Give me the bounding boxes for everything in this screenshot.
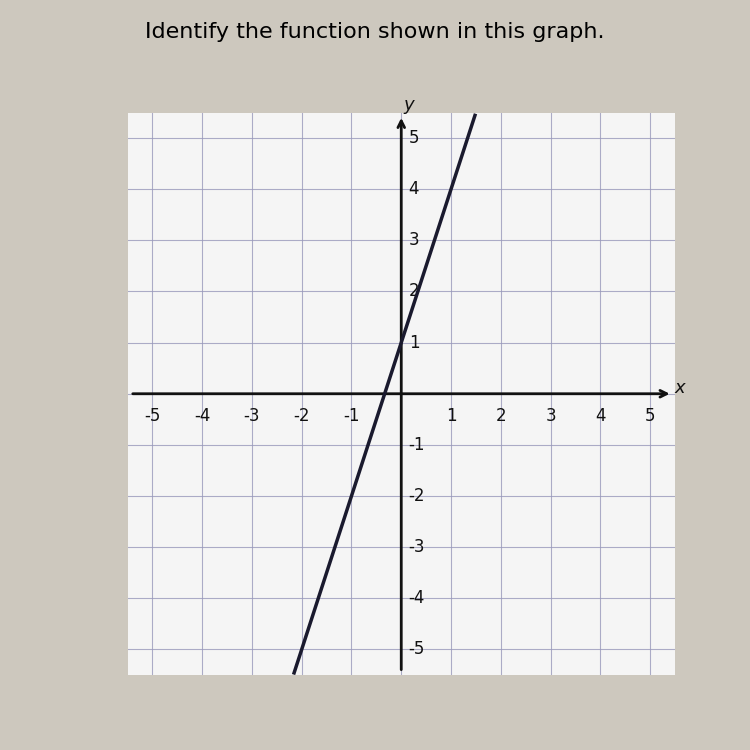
Text: -2: -2 — [409, 487, 425, 505]
Text: 5: 5 — [409, 129, 419, 147]
Text: Identify the function shown in this graph.: Identify the function shown in this grap… — [146, 22, 604, 43]
Text: -3: -3 — [244, 406, 260, 424]
Text: -4: -4 — [409, 590, 425, 608]
Text: 3: 3 — [545, 406, 556, 424]
Text: -3: -3 — [409, 538, 425, 556]
Text: -2: -2 — [293, 406, 310, 424]
Text: 3: 3 — [409, 231, 419, 249]
Text: 5: 5 — [645, 406, 656, 424]
Text: 2: 2 — [496, 406, 506, 424]
Text: x: x — [674, 379, 685, 397]
Text: -5: -5 — [409, 640, 425, 658]
Text: -1: -1 — [409, 436, 425, 454]
Text: 1: 1 — [446, 406, 456, 424]
Text: 4: 4 — [595, 406, 605, 424]
Text: 4: 4 — [409, 180, 419, 198]
Text: y: y — [404, 95, 414, 113]
Text: 1: 1 — [409, 334, 419, 352]
Text: 2: 2 — [409, 283, 419, 301]
Text: -5: -5 — [144, 406, 160, 424]
Text: -1: -1 — [344, 406, 360, 424]
Text: -4: -4 — [194, 406, 210, 424]
